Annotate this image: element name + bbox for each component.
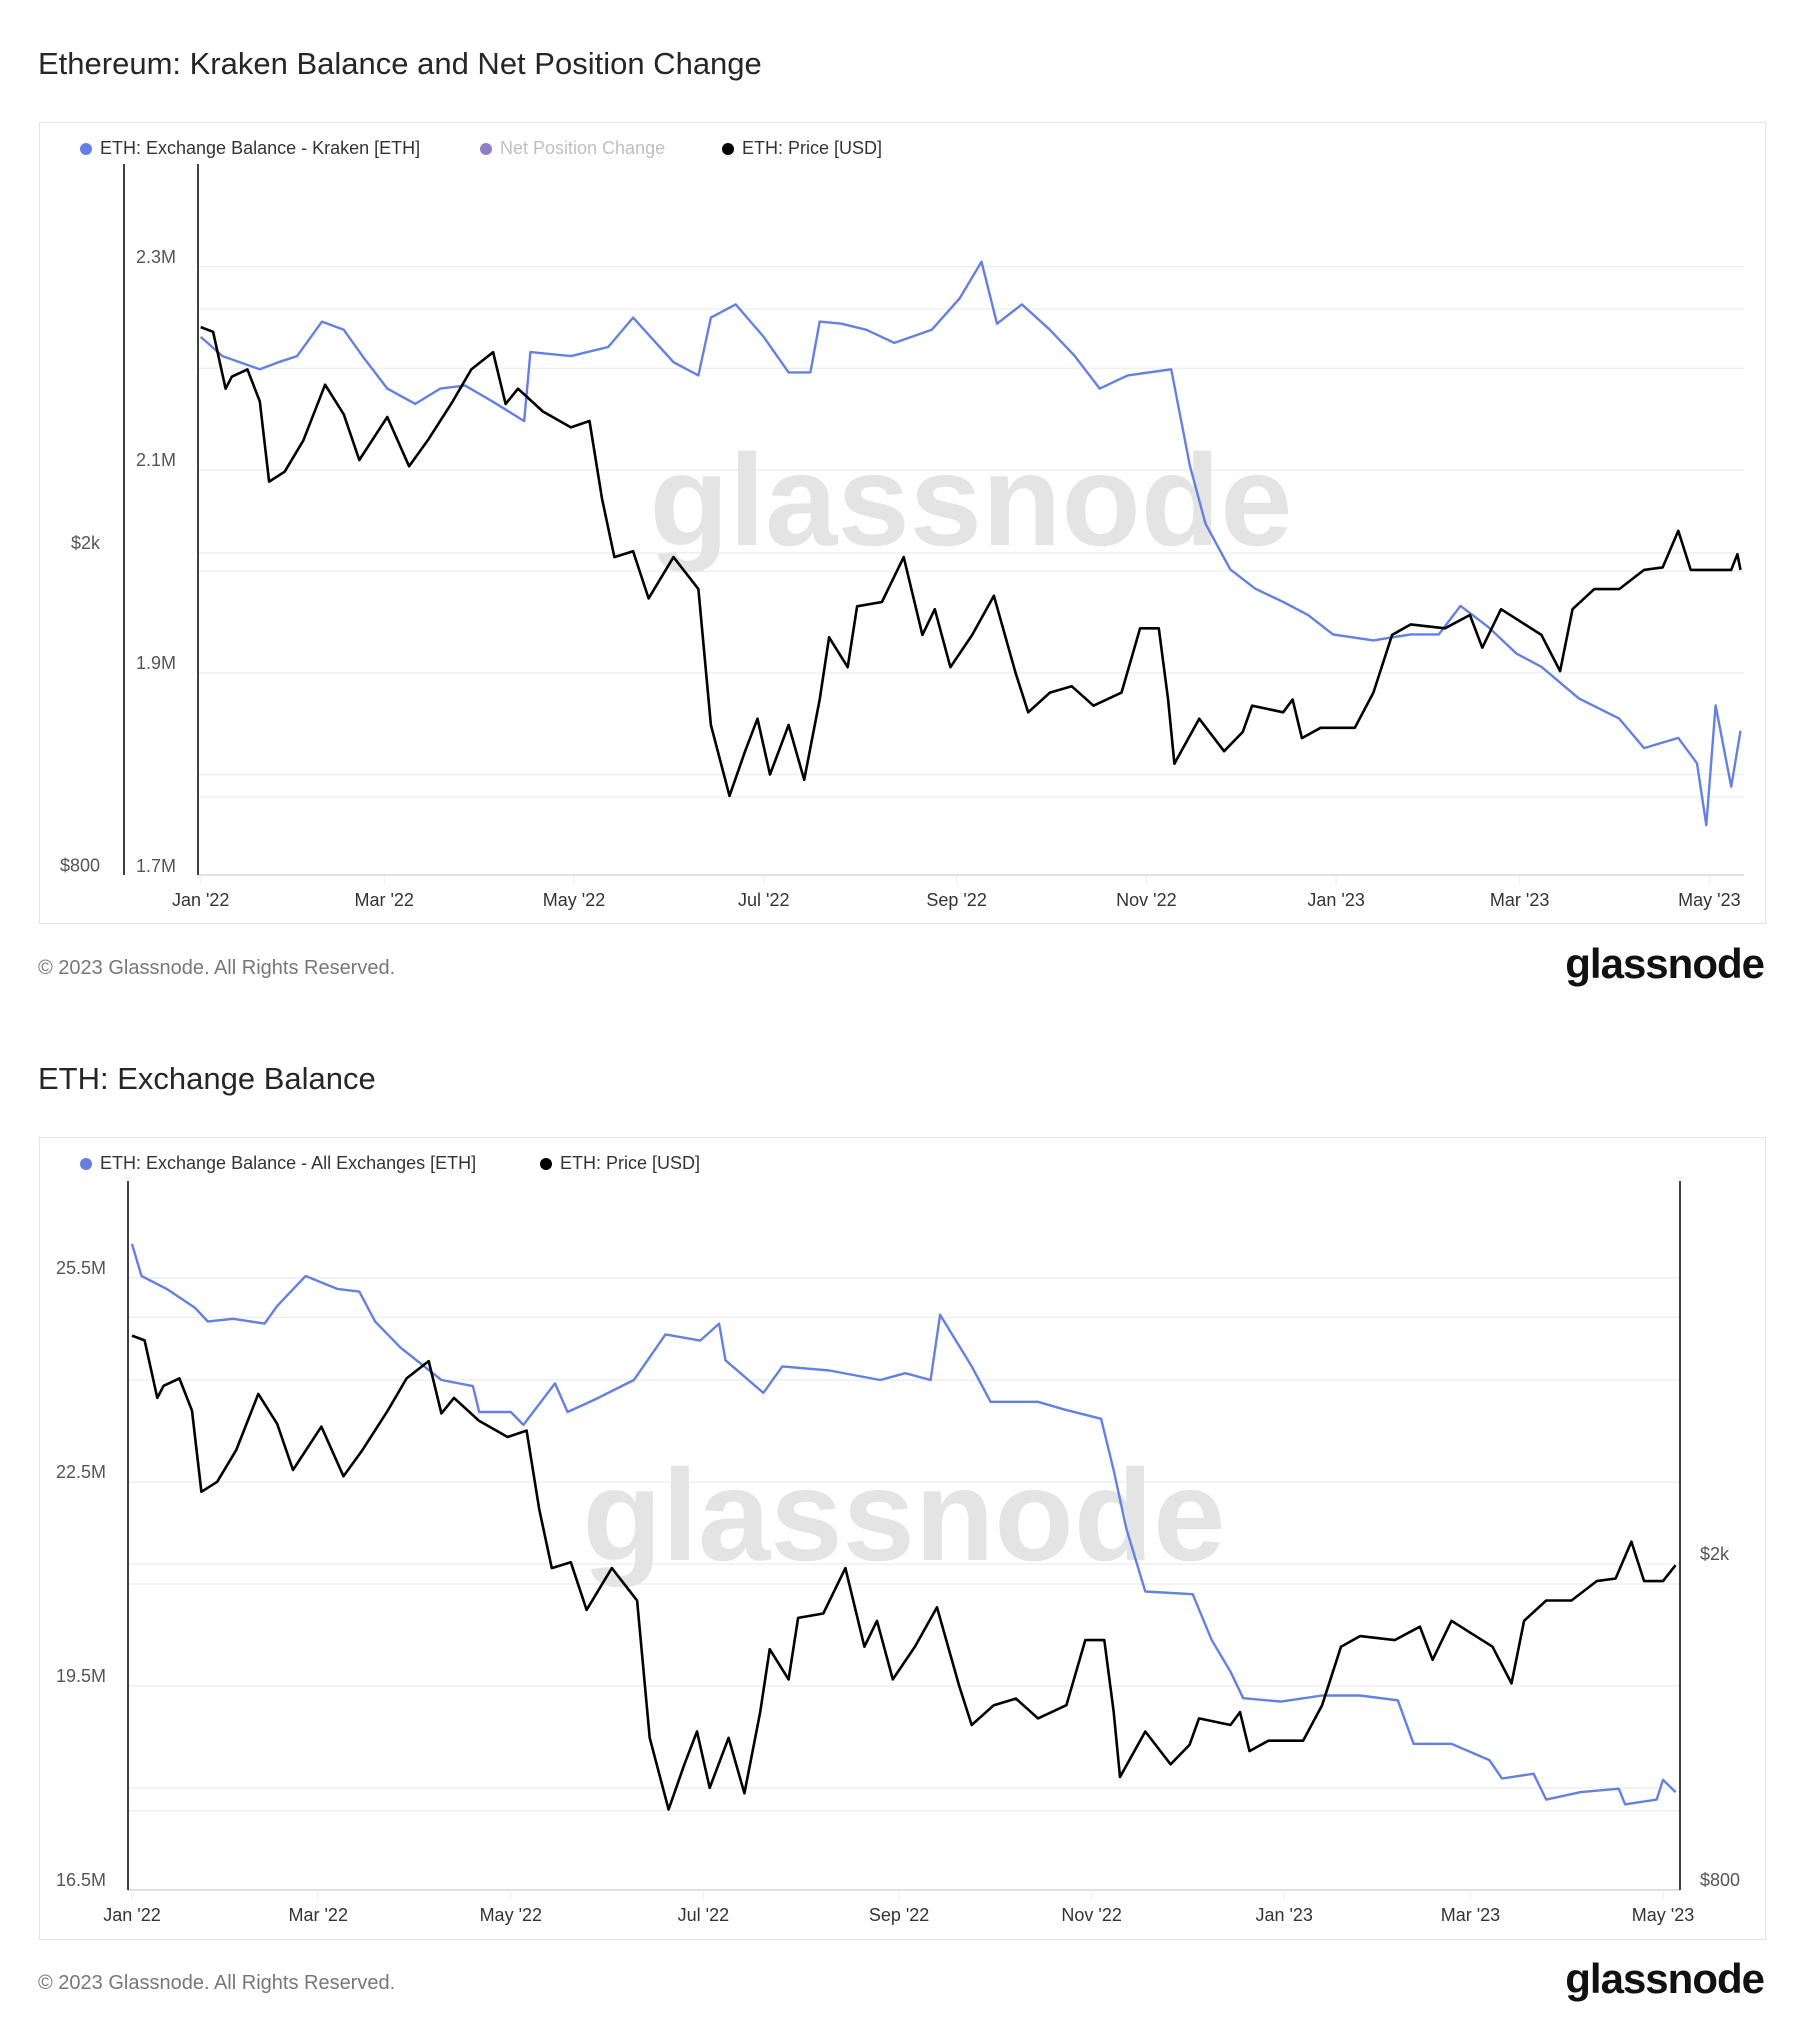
- x-tick-label: Sep '22: [869, 1905, 930, 1925]
- x-tick-label: Jan '23: [1307, 890, 1364, 910]
- price-line: [131, 1334, 1677, 1811]
- legend-dot-icon: [540, 1157, 552, 1170]
- x-tick-label: Jan '22: [172, 890, 229, 910]
- chart-panel: [39, 1137, 1766, 1940]
- price-tick-label: $800: [60, 856, 100, 876]
- x-tick-label: Jan '22: [103, 1905, 160, 1925]
- x-tick-label: May '23: [1678, 890, 1740, 910]
- price-line: [200, 325, 1742, 798]
- x-tick-label: Jul '22: [678, 1905, 729, 1925]
- y-tick-label: 2.1M: [136, 450, 176, 470]
- x-tick-label: Jul '22: [738, 890, 789, 910]
- copyright: © 2023 Glassnode. All Rights Reserved.: [38, 957, 396, 979]
- balance-line: [130, 1243, 1677, 1806]
- y-tick-label: 2.3M: [136, 247, 176, 267]
- legend-label: ETH: Price [USD]: [742, 138, 883, 158]
- y-tick-label: 16.5M: [56, 1870, 106, 1890]
- legend-item-price[interactable]: ETH: Price [USD]: [722, 138, 882, 159]
- glassnode-logo: glassnode: [1565, 1955, 1765, 2002]
- legend-dot-icon: [480, 142, 492, 155]
- legend-dot-icon: [80, 142, 92, 155]
- y-tick-label: 1.7M: [136, 856, 176, 876]
- x-tick-label: Sep '22: [926, 890, 987, 910]
- legend-label: ETH: Exchange Balance - Kraken [ETH]: [100, 138, 421, 158]
- y-tick-label: 22.5M: [56, 1462, 106, 1482]
- price-tick-label: $800: [1700, 1870, 1740, 1890]
- y-tick-label: 25.5M: [56, 1258, 106, 1278]
- legend-item-net-position[interactable]: Net Position Change: [480, 138, 665, 159]
- legend-label: ETH: Price [USD]: [560, 1153, 701, 1173]
- legend-item-price[interactable]: ETH: Price [USD]: [540, 1153, 700, 1174]
- watermark: glassnode: [583, 1442, 1226, 1588]
- x-tick-label: May '22: [480, 1905, 542, 1925]
- glassnode-logo: glassnode: [1565, 940, 1765, 987]
- x-tick-label: May '23: [1632, 1905, 1694, 1925]
- x-tick-label: Nov '22: [1061, 1905, 1121, 1925]
- price-tick-label: $2k: [1700, 1544, 1730, 1564]
- y-tick-label: 1.9M: [136, 653, 176, 673]
- copyright: © 2023 Glassnode. All Rights Reserved.: [38, 1972, 396, 1994]
- legend-dot-icon: [80, 1157, 92, 1170]
- legend-dot-icon: [722, 142, 734, 155]
- balance-line: [199, 260, 1742, 827]
- x-tick-label: Mar '22: [354, 890, 413, 910]
- x-tick-label: Mar '23: [1490, 890, 1549, 910]
- price-tick-label: $2k: [71, 533, 101, 553]
- legend-item-all-exchanges-balance[interactable]: ETH: Exchange Balance - All Exchanges [E…: [80, 1153, 476, 1174]
- legend-item-kraken-balance[interactable]: ETH: Exchange Balance - Kraken [ETH]: [80, 138, 420, 159]
- x-tick-label: Mar '22: [289, 1905, 348, 1925]
- watermark: glassnode: [650, 427, 1293, 573]
- y-tick-label: 19.5M: [56, 1666, 106, 1686]
- legend-label: Net Position Change: [500, 138, 666, 158]
- chart-title: ETH: Exchange Balance: [38, 1061, 376, 1096]
- chart-panel: [39, 122, 1766, 924]
- chart-title: Ethereum: Kraken Balance and Net Positio…: [38, 46, 762, 81]
- x-tick-label: Nov '22: [1116, 890, 1176, 910]
- x-tick-label: May '22: [543, 890, 605, 910]
- x-tick-label: Jan '23: [1255, 1905, 1312, 1925]
- legend-label: ETH: Exchange Balance - All Exchanges [E…: [100, 1153, 477, 1173]
- x-tick-label: Mar '23: [1441, 1905, 1500, 1925]
